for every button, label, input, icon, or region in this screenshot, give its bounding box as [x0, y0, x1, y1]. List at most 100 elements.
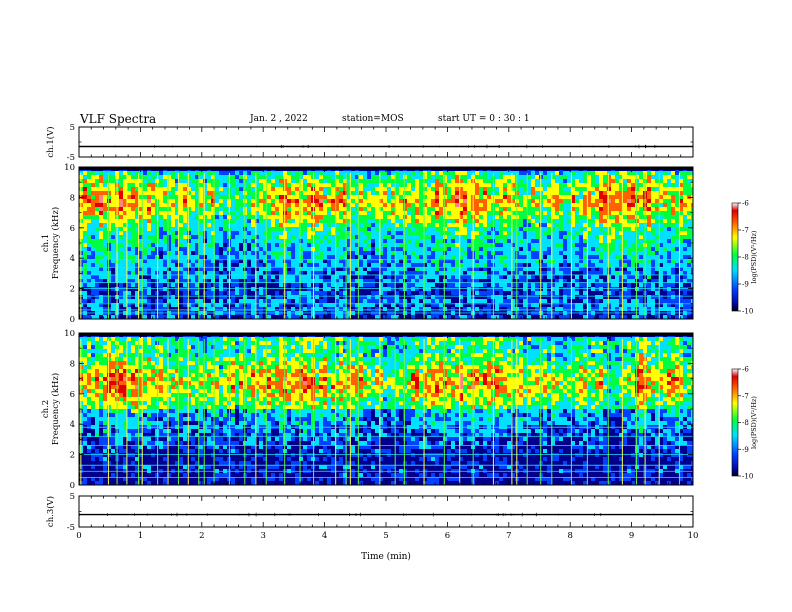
- psd-cell: [555, 219, 560, 224]
- psd-cell: [447, 207, 452, 212]
- psd-cell: [259, 251, 264, 256]
- psd-cell: [407, 171, 412, 176]
- psd-cell: [543, 231, 548, 236]
- psd-cell: [379, 191, 384, 196]
- psd-cell: [327, 275, 332, 280]
- psd-cell: [123, 275, 128, 280]
- psd-cell: [359, 251, 364, 256]
- psd-cell: [295, 251, 300, 256]
- psd-cell: [487, 183, 492, 188]
- psd-cell: [183, 179, 188, 184]
- psd-cell: [383, 255, 388, 260]
- psd-cell: [303, 279, 308, 284]
- psd-cell: [559, 283, 564, 288]
- psd-cell: [527, 283, 532, 288]
- psd-cell: [399, 291, 404, 296]
- psd-cell: [575, 243, 580, 248]
- psd-cell: [279, 299, 284, 304]
- psd-cell: [551, 207, 556, 212]
- psd-cell: [275, 295, 280, 300]
- psd-cell: [403, 295, 408, 300]
- psd-cell: [583, 275, 588, 280]
- psd-cell: [391, 179, 396, 184]
- psd-cell: [131, 279, 136, 284]
- psd-cell: [467, 295, 472, 300]
- psd-cell: [467, 227, 472, 232]
- psd-cell: [567, 287, 572, 292]
- psd-cell: [391, 183, 396, 188]
- psd-cell: [439, 219, 444, 224]
- psd-cell: [267, 267, 272, 272]
- psd-cell: [191, 259, 196, 264]
- psd-cell: [127, 191, 132, 196]
- psd-cell: [579, 179, 584, 184]
- psd-cell: [487, 279, 492, 284]
- psd-cell: [263, 259, 268, 264]
- psd-cell: [319, 275, 324, 280]
- psd-cell: [571, 279, 576, 284]
- psd-cell: [175, 287, 180, 292]
- psd-cell: [527, 203, 532, 208]
- psd-cell: [87, 235, 92, 240]
- psd-cell: [199, 219, 204, 224]
- psd-cell: [147, 211, 152, 216]
- psd-cell: [479, 227, 484, 232]
- psd-cell: [355, 275, 360, 280]
- psd-cell: [503, 303, 508, 308]
- psd-cell: [171, 171, 176, 176]
- psd-cell: [215, 251, 220, 256]
- psd-cell: [203, 267, 208, 272]
- psd-cell: [287, 307, 292, 312]
- psd-cell: [323, 291, 328, 296]
- psd-cell: [307, 183, 312, 188]
- psd-cell: [163, 263, 168, 268]
- psd-cell: [91, 203, 96, 208]
- psd-cell: [223, 259, 228, 264]
- psd-cell: [527, 251, 532, 256]
- psd-cell: [207, 299, 212, 304]
- psd-cell: [363, 211, 368, 216]
- psd-cell: [139, 271, 144, 276]
- psd-cell: [207, 231, 212, 236]
- psd-cell: [251, 231, 256, 236]
- psd-cell: [187, 251, 192, 256]
- psd-cell: [499, 303, 504, 308]
- psd-cell: [367, 179, 372, 184]
- psd-cell: [415, 191, 420, 196]
- psd-cell: [123, 247, 128, 252]
- psd-cell: [231, 203, 236, 208]
- psd-cell: [131, 223, 136, 228]
- psd-cell: [543, 219, 548, 224]
- psd-cell: [351, 303, 356, 308]
- psd-cell: [95, 175, 100, 180]
- psd-cell: [119, 239, 124, 244]
- psd-cell: [271, 295, 276, 300]
- psd-cell: [251, 291, 256, 296]
- psd-cell: [95, 219, 100, 224]
- psd-cell: [335, 283, 340, 288]
- psd-cell: [407, 251, 412, 256]
- psd-cell: [99, 275, 104, 280]
- psd-cell: [307, 203, 312, 208]
- psd-cell: [447, 195, 452, 200]
- psd-cell: [103, 207, 108, 212]
- psd-cell: [263, 247, 268, 252]
- psd-cell: [499, 171, 504, 176]
- psd-cell: [447, 275, 452, 280]
- psd-cell: [523, 283, 528, 288]
- psd-cell: [295, 231, 300, 236]
- psd-cell: [103, 239, 108, 244]
- psd-cell: [507, 235, 512, 240]
- psd-cell: [223, 199, 228, 204]
- psd-cell: [103, 287, 108, 292]
- psd-cell: [279, 223, 284, 228]
- psd-cell: [339, 171, 344, 176]
- psd-cell: [83, 267, 88, 272]
- psd-cell: [575, 291, 580, 296]
- psd-cell: [135, 235, 140, 240]
- psd-cell: [179, 235, 184, 240]
- psd-cell: [119, 223, 124, 228]
- psd-cell: [119, 259, 124, 264]
- psd-cell: [275, 179, 280, 184]
- psd-cell: [275, 315, 280, 319]
